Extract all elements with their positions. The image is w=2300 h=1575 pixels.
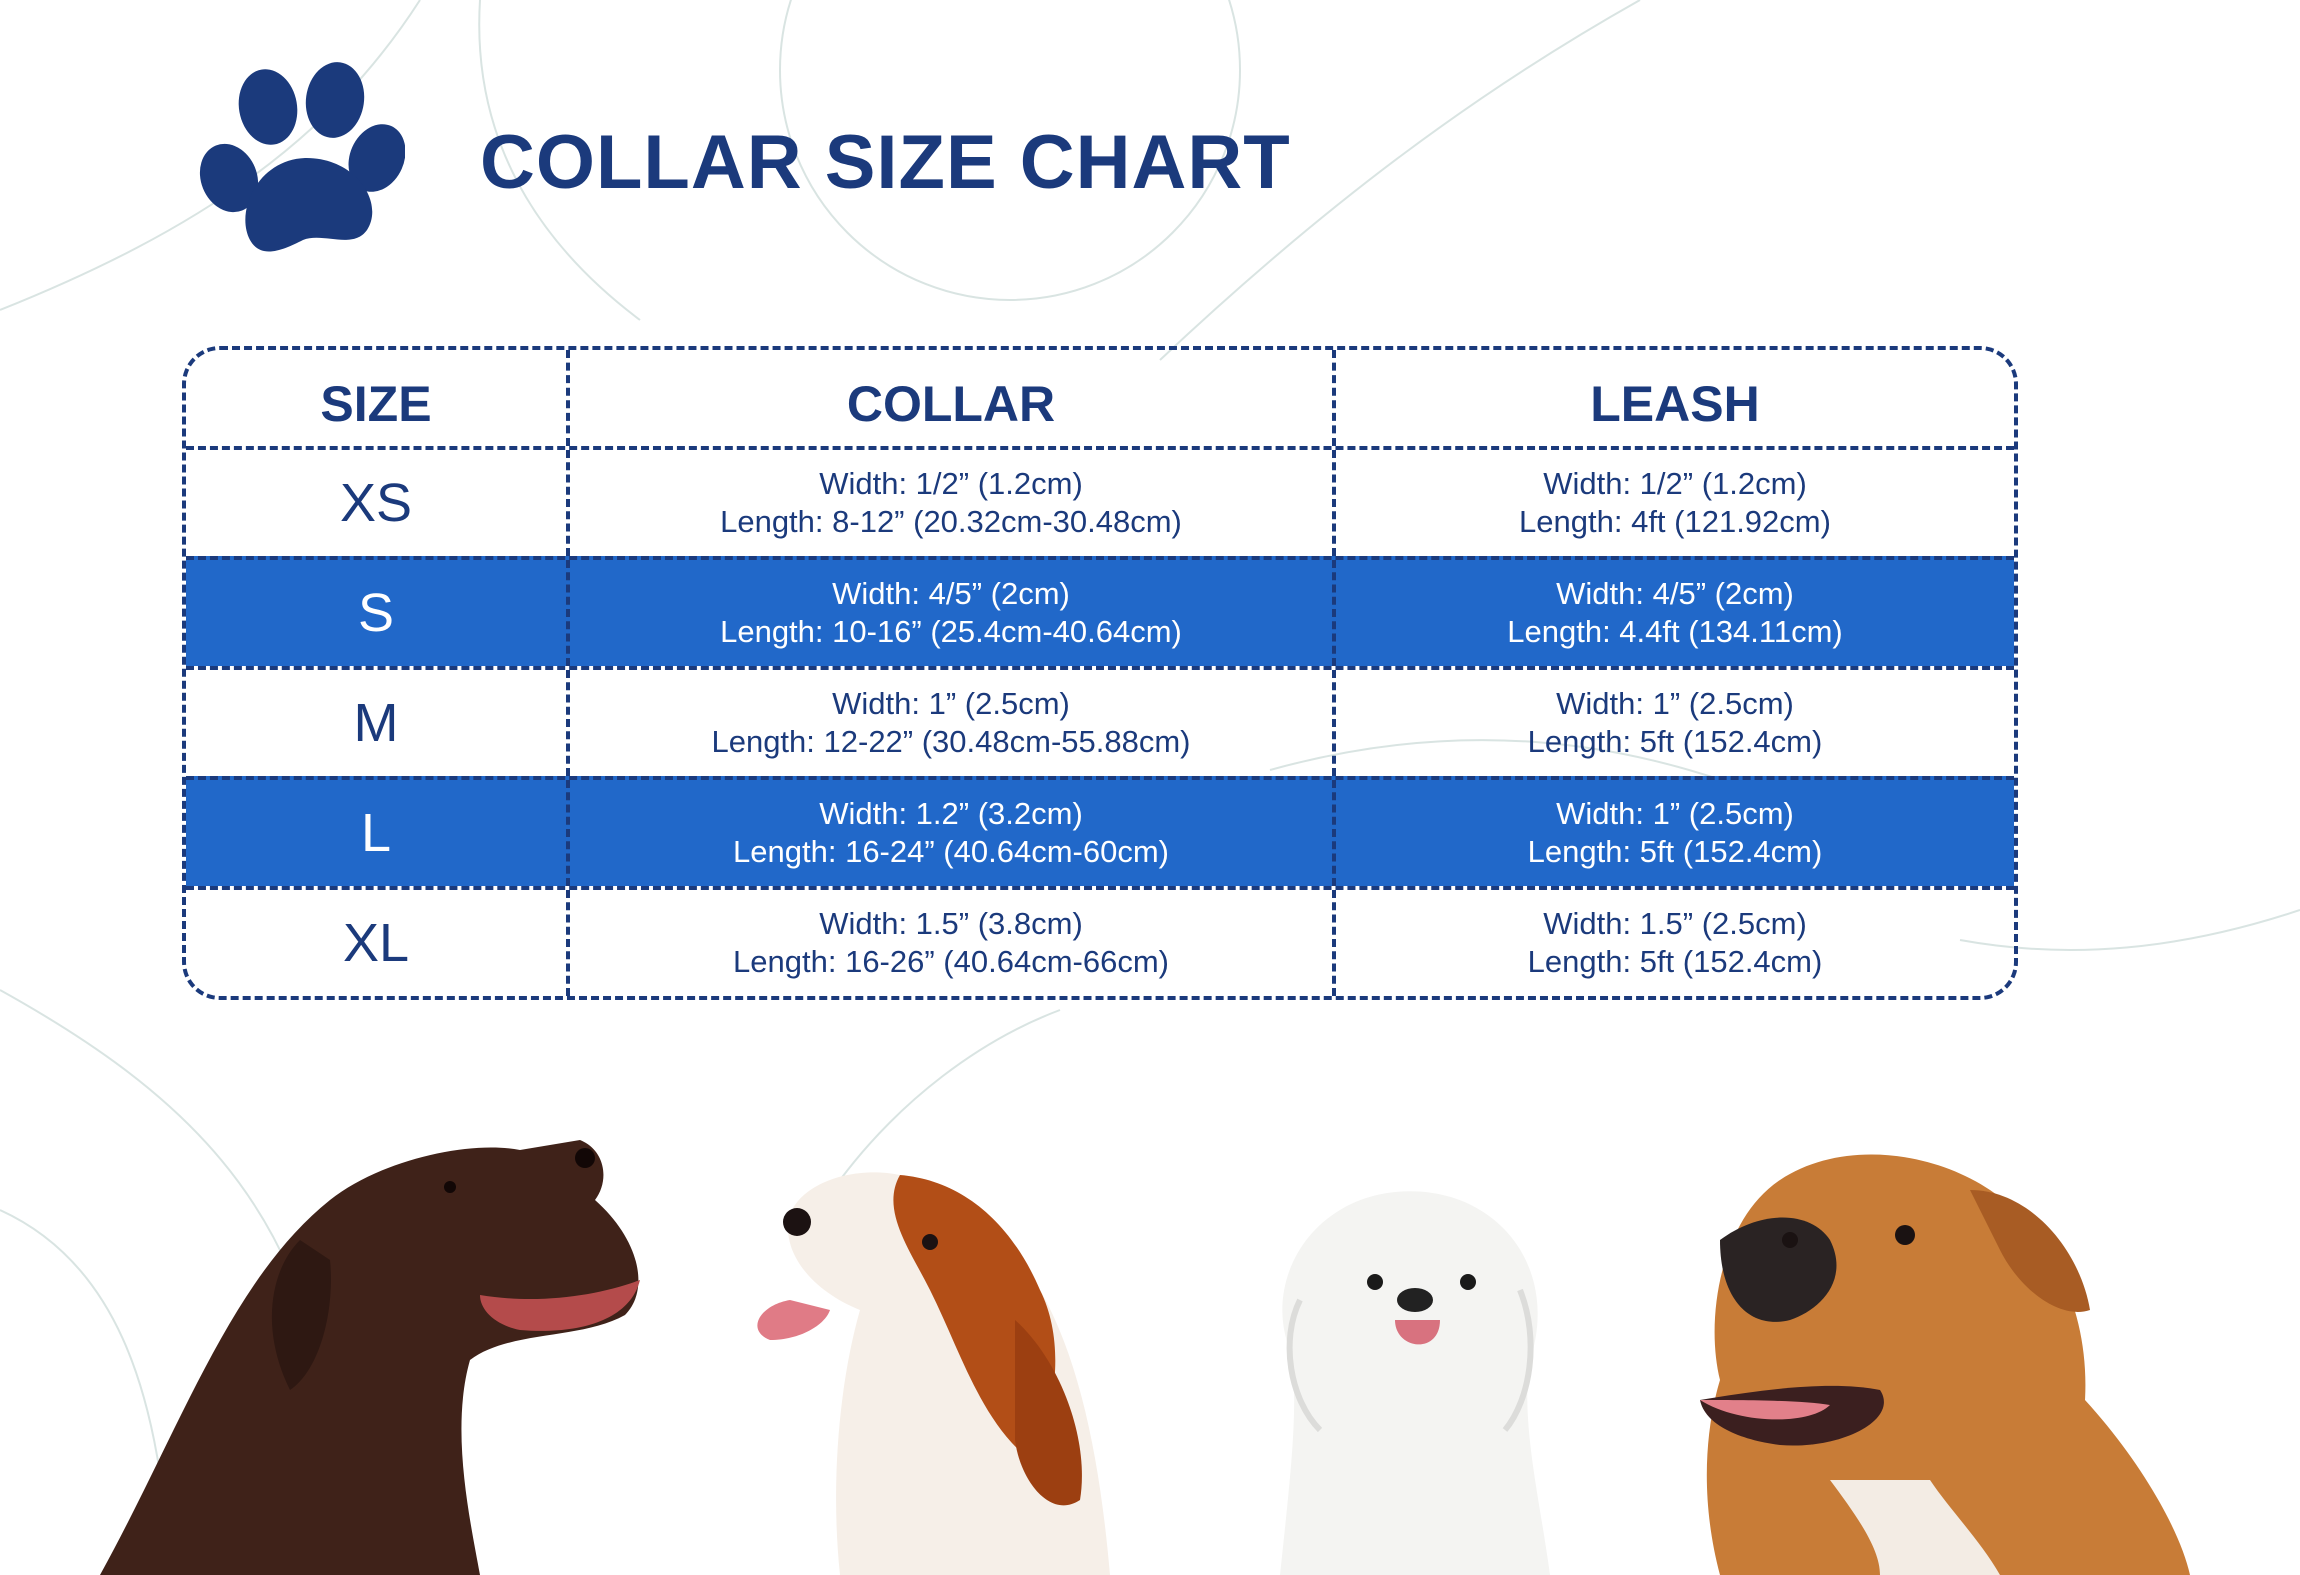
dog-photo-brittany-spaniel bbox=[757, 1172, 1110, 1575]
leash-length: Length: 5ft (152.4cm) bbox=[1527, 834, 1823, 869]
size-chart-table: SIZE COLLAR LEASH XS Width: 1/2” (1.2cm)… bbox=[182, 346, 2018, 1000]
size-label: L bbox=[360, 803, 392, 863]
leash-length: Length: 4ft (121.92cm) bbox=[1519, 504, 1831, 539]
leash-cell: Width: 1” (2.5cm) Length: 5ft (152.4cm) bbox=[1332, 780, 2014, 886]
table-row-m: M Width: 1” (2.5cm) Length: 12-22” (30.4… bbox=[186, 666, 2014, 776]
leash-length: Length: 5ft (152.4cm) bbox=[1527, 944, 1823, 979]
leash-width: Width: 1” (2.5cm) bbox=[1556, 796, 1794, 831]
collar-width: Width: 1/2” (1.2cm) bbox=[819, 466, 1083, 501]
collar-length: Length: 16-26” (40.64cm-66cm) bbox=[733, 944, 1169, 979]
size-cell: M bbox=[186, 670, 566, 776]
dog-photo-boxer bbox=[1700, 1154, 2190, 1575]
collar-width: Width: 1” (2.5cm) bbox=[832, 686, 1070, 721]
size-cell: XL bbox=[186, 890, 566, 996]
header-leash: LEASH bbox=[1332, 350, 2014, 446]
size-label: XL bbox=[342, 913, 410, 973]
collar-length: Length: 8-12” (20.32cm-30.48cm) bbox=[720, 504, 1182, 539]
leash-width: Width: 4/5” (2cm) bbox=[1556, 576, 1794, 611]
table-row-xs: XS Width: 1/2” (1.2cm) Length: 8-12” (20… bbox=[186, 446, 2014, 556]
size-label: XS bbox=[339, 473, 413, 533]
header-size: SIZE bbox=[320, 376, 432, 432]
collar-cell: Width: 1.2” (3.2cm) Length: 16-24” (40.6… bbox=[566, 780, 1332, 886]
leash-length: Length: 5ft (152.4cm) bbox=[1527, 724, 1823, 759]
table-row-xl: XL Width: 1.5” (3.8cm) Length: 16-26” (4… bbox=[186, 886, 2014, 996]
leash-width: Width: 1.5” (2.5cm) bbox=[1543, 906, 1807, 941]
leash-cell: Width: 1.5” (2.5cm) Length: 5ft (152.4cm… bbox=[1332, 890, 2014, 996]
leash-cell: Width: 4/5” (2cm) Length: 4.4ft (134.11c… bbox=[1332, 560, 2014, 666]
collar-width: Width: 4/5” (2cm) bbox=[832, 576, 1070, 611]
paw-print-icon bbox=[199, 62, 405, 252]
collar-cell: Width: 4/5” (2cm) Length: 10-16” (25.4cm… bbox=[566, 560, 1332, 666]
collar-cell: Width: 1” (2.5cm) Length: 12-22” (30.48c… bbox=[566, 670, 1332, 776]
header: COLLAR SIZE CHART bbox=[195, 62, 1291, 262]
size-label: M bbox=[353, 693, 399, 753]
dog-photo-chocolate-labrador bbox=[100, 1140, 640, 1575]
table-row-l: L Width: 1.2” (3.2cm) Length: 16-24” (40… bbox=[186, 776, 2014, 886]
collar-length: Length: 16-24” (40.64cm-60cm) bbox=[733, 834, 1169, 869]
size-cell: S bbox=[186, 560, 566, 666]
dogs-photo-strip bbox=[100, 1140, 2190, 1575]
collar-width: Width: 1.2” (3.2cm) bbox=[819, 796, 1083, 831]
collar-cell: Width: 1.5” (3.8cm) Length: 16-26” (40.6… bbox=[566, 890, 1332, 996]
leash-cell: Width: 1/2” (1.2cm) Length: 4ft (121.92c… bbox=[1332, 450, 2014, 556]
leash-width: Width: 1/2” (1.2cm) bbox=[1543, 466, 1807, 501]
table-row-s: S Width: 4/5” (2cm) Length: 10-16” (25.4… bbox=[186, 556, 2014, 666]
size-cell: XS bbox=[186, 450, 566, 556]
size-label: S bbox=[357, 583, 395, 643]
collar-cell: Width: 1/2” (1.2cm) Length: 8-12” (20.32… bbox=[566, 450, 1332, 556]
collar-length: Length: 10-16” (25.4cm-40.64cm) bbox=[720, 614, 1182, 649]
leash-cell: Width: 1” (2.5cm) Length: 5ft (152.4cm) bbox=[1332, 670, 2014, 776]
collar-length: Length: 12-22” (30.48cm-55.88cm) bbox=[711, 724, 1191, 759]
page-title: COLLAR SIZE CHART bbox=[480, 119, 1291, 205]
leash-width: Width: 1” (2.5cm) bbox=[1556, 686, 1794, 721]
table-header-row: SIZE COLLAR LEASH bbox=[186, 350, 2014, 446]
dog-photo-white-maltese bbox=[1280, 1191, 1550, 1575]
collar-width: Width: 1.5” (3.8cm) bbox=[819, 906, 1083, 941]
size-cell: L bbox=[186, 780, 566, 886]
header-collar: COLLAR bbox=[566, 350, 1332, 446]
leash-length: Length: 4.4ft (134.11cm) bbox=[1507, 614, 1843, 649]
